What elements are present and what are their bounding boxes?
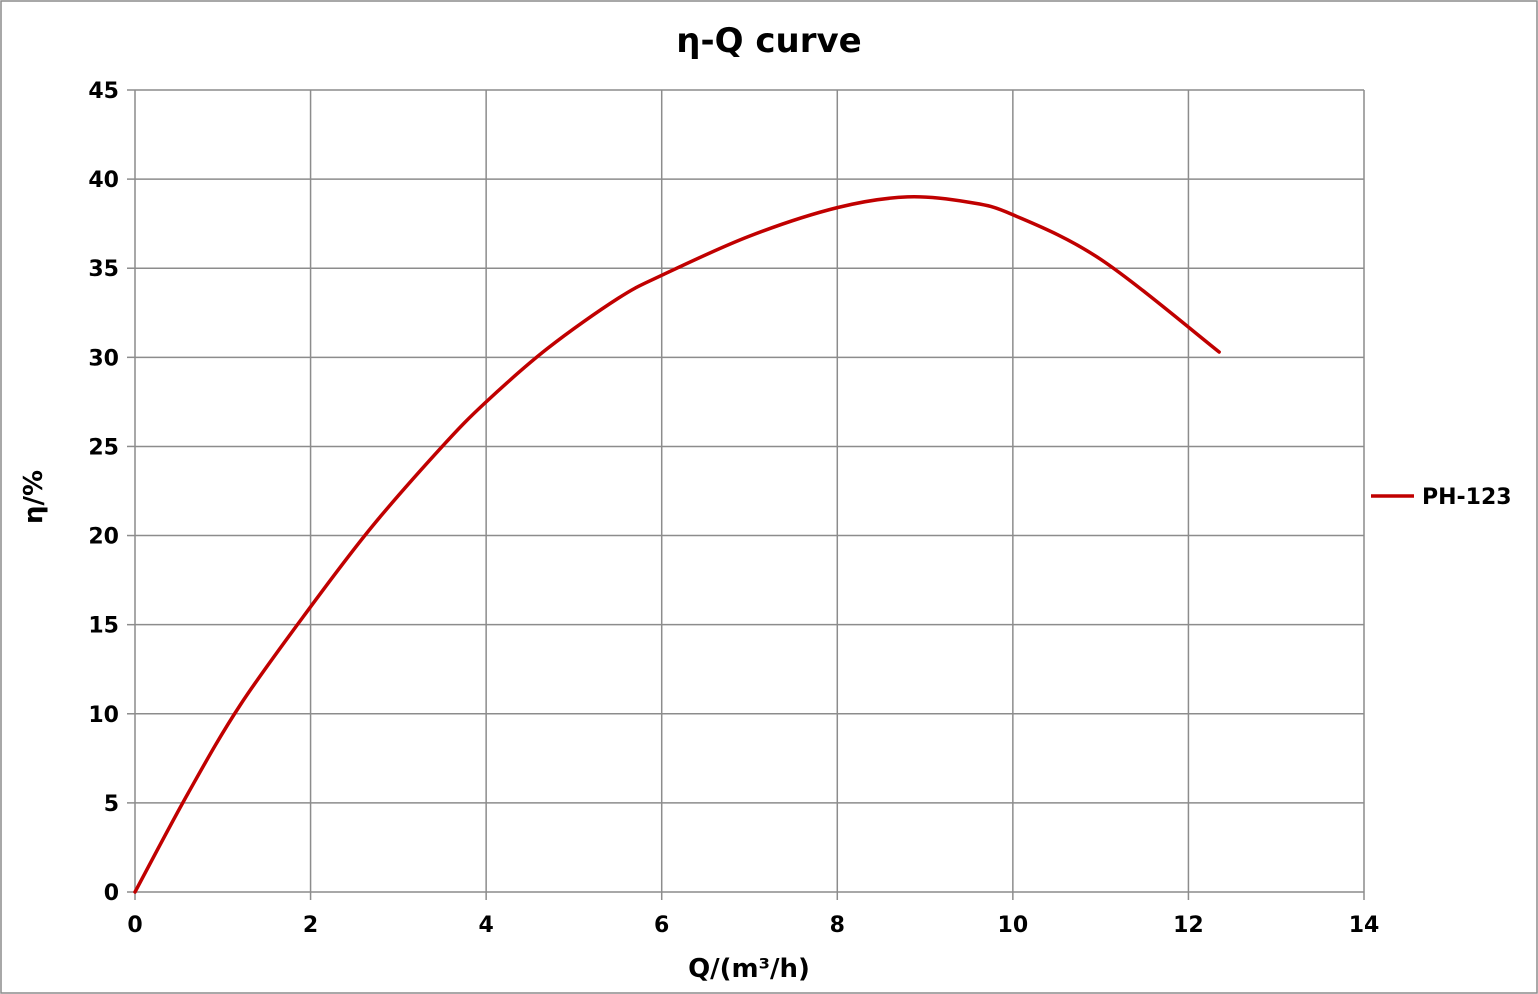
x-tick-label: 8 xyxy=(830,913,845,938)
legend: PH-123 xyxy=(1371,485,1512,510)
legend-label: PH-123 xyxy=(1422,485,1512,510)
x-tick-label: 2 xyxy=(303,913,318,938)
axes xyxy=(127,89,1365,900)
y-tick-label: 45 xyxy=(88,79,119,104)
y-tick-label: 35 xyxy=(88,257,119,282)
x-axis-label: Q/(m³/h) xyxy=(688,954,810,984)
y-tick-label: 30 xyxy=(88,346,119,371)
y-tick-label: 5 xyxy=(104,792,119,817)
x-tick-label: 10 xyxy=(998,913,1029,938)
y-axis-label: η/% xyxy=(19,470,49,524)
y-tick-label: 25 xyxy=(88,435,119,460)
y-tick-label: 40 xyxy=(88,168,119,193)
y-tick-label: 20 xyxy=(88,525,119,550)
grid-lines xyxy=(135,89,1365,892)
x-tick-label: 0 xyxy=(127,913,142,938)
tick-labels: 0 5 10 15 20 25 30 35 40 45 0 2 4 6 8 10 12 14 xyxy=(88,79,1379,938)
series-lines xyxy=(133,195,1221,894)
x-tick-label: 14 xyxy=(1349,913,1380,938)
x-tick-label: 12 xyxy=(1173,913,1204,938)
y-tick-label: 0 xyxy=(104,881,119,906)
y-tick-label: 10 xyxy=(88,703,119,728)
series-line-ph-123 xyxy=(133,195,1221,894)
y-tick-label: 15 xyxy=(88,614,119,639)
x-tick-label: 4 xyxy=(478,913,493,938)
chart-title: η-Q curve xyxy=(676,21,861,61)
x-tick-label: 6 xyxy=(654,913,669,938)
